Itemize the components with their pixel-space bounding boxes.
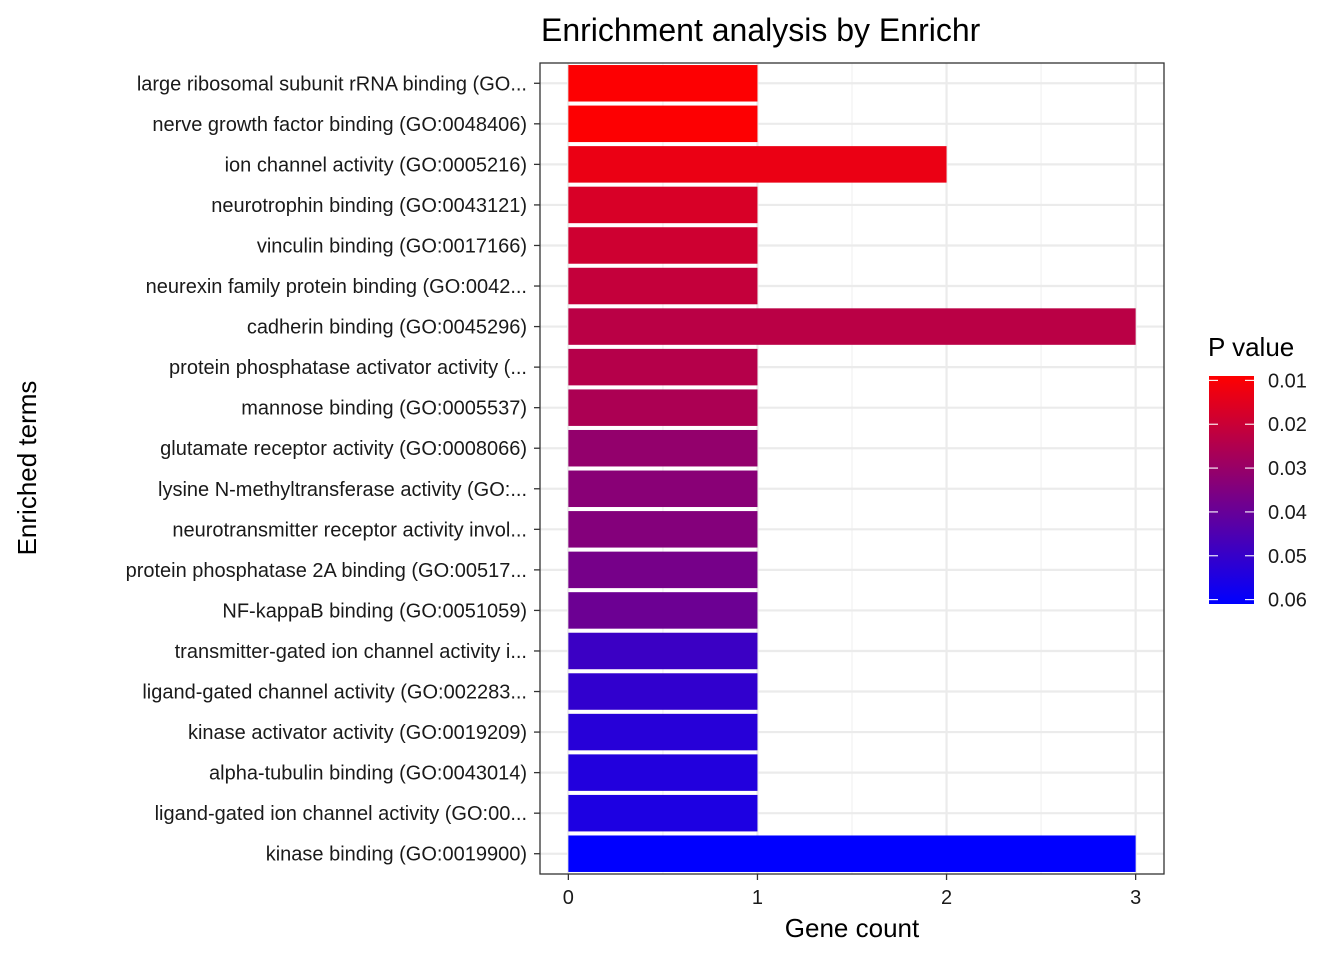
y-tick-label: kinase activator activity (GO:0019209) [188, 722, 527, 744]
bar [568, 65, 758, 102]
panel-border [539, 62, 1165, 875]
legend-tick-label: 0.02 [1268, 414, 1307, 436]
y-tick-label: protein phosphatase 2A binding (GO:00517… [126, 560, 527, 582]
legend-tick-label: 0.06 [1268, 590, 1307, 612]
bar [568, 429, 758, 467]
x-axis-title: Gene count [785, 913, 920, 943]
y-tick-label: ion channel activity (GO:0005216) [225, 154, 527, 176]
y-tick-label: cadherin binding (GO:0045296) [247, 317, 527, 339]
y-tick-label: transmitter-gated ion channel activity i… [175, 641, 527, 663]
y-tick-label: nerve growth factor binding (GO:0048406) [152, 114, 527, 136]
legend-tick-label: 0.05 [1268, 546, 1307, 568]
x-tick-label: 2 [941, 887, 952, 909]
y-tick-label: glutamate receptor activity (GO:0008066) [160, 438, 527, 460]
y-tick-label: mannose binding (GO:0005537) [241, 398, 527, 420]
bar [568, 470, 758, 508]
bar [568, 267, 758, 305]
y-tick-label: ligand-gated ion channel activity (GO:00… [155, 803, 527, 825]
legend-title: P value [1208, 332, 1294, 362]
bar [568, 348, 758, 386]
bar [568, 389, 758, 426]
bar [568, 105, 758, 143]
bar [568, 146, 947, 183]
bar [568, 632, 758, 670]
legend-tick-label: 0.01 [1268, 370, 1307, 392]
x-tick-label: 1 [752, 887, 763, 909]
bar [568, 673, 758, 710]
y-tick-label: neurotransmitter receptor activity invol… [172, 519, 527, 541]
y-tick-label: neurexin family protein binding (GO:0042… [146, 276, 527, 298]
y-tick-label: ligand-gated channel activity (GO:002283… [142, 682, 527, 704]
bar [568, 308, 1136, 345]
y-tick-label: protein phosphatase activator activity (… [169, 357, 527, 379]
bar [568, 713, 758, 751]
chart-title: Enrichment analysis by Enrichr [541, 12, 981, 48]
bar [568, 186, 758, 224]
color-legend: P value 0.01 0.02 0.03 0.04 0.05 0.06 [1208, 332, 1307, 612]
y-axis-title: Enriched terms [12, 381, 42, 556]
bar [568, 551, 758, 589]
y-tick-label: lysine N-methyltransferase activity (GO:… [158, 479, 527, 501]
bar [568, 835, 1136, 872]
y-tick-label: alpha-tubulin binding (GO:0043014) [209, 763, 527, 785]
bar [568, 794, 758, 832]
legend-colorbar [1209, 376, 1254, 604]
y-tick-label: kinase binding (GO:0019900) [266, 844, 527, 866]
y-tick-label: large ribosomal subunit rRNA binding (GO… [137, 73, 527, 95]
bar [568, 227, 758, 264]
y-tick-label: vinculin binding (GO:0017166) [257, 235, 527, 257]
x-tick-label: 3 [1130, 887, 1141, 909]
x-tick-label: 0 [563, 887, 574, 909]
bar [568, 592, 758, 629]
legend-tick-label: 0.04 [1268, 502, 1307, 524]
legend-tick-label: 0.03 [1268, 458, 1307, 480]
y-tick-label: NF-kappaB binding (GO:0051059) [222, 600, 527, 622]
y-tick-label: neurotrophin binding (GO:0043121) [211, 195, 527, 217]
bar [568, 511, 758, 548]
bar [568, 754, 758, 791]
